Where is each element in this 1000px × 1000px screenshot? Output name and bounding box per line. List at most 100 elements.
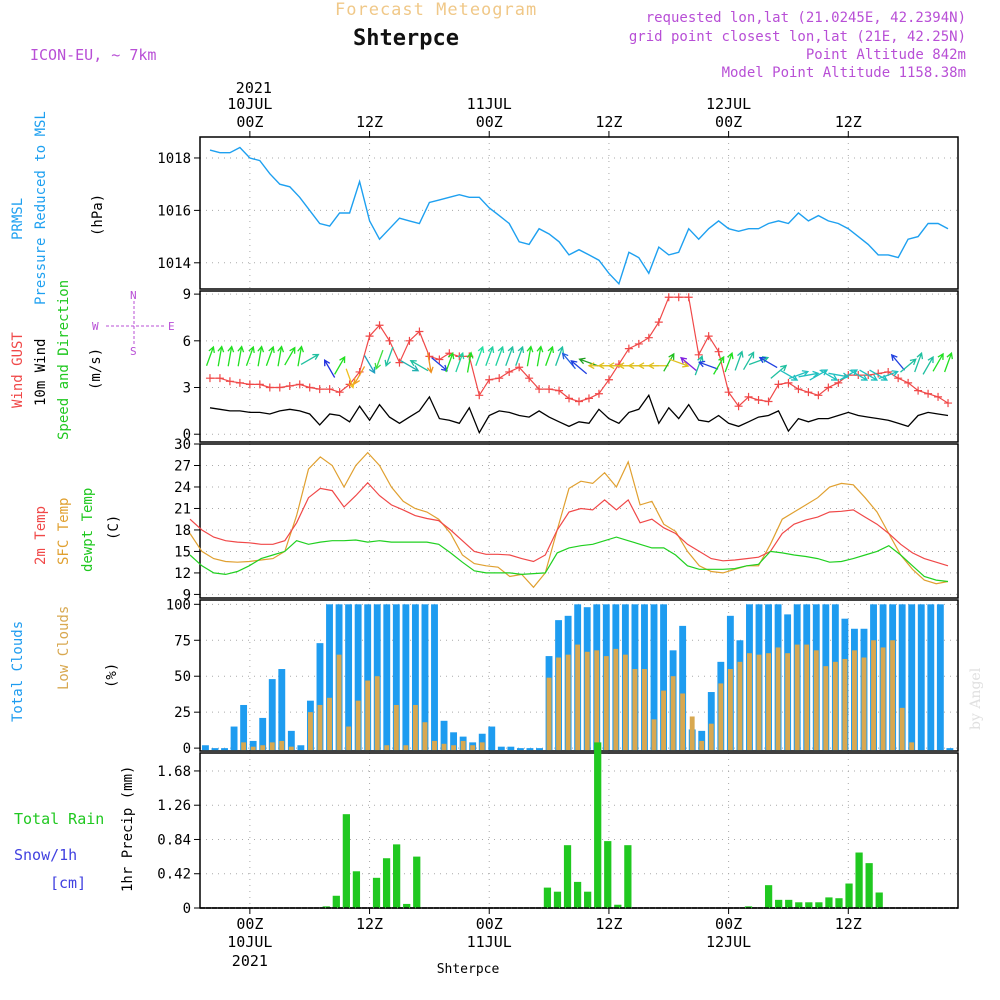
wind-direction-arrow <box>227 345 235 367</box>
low-cloud-bar <box>241 742 247 751</box>
low-cloud-bar <box>327 697 332 751</box>
low-cloud-bar <box>336 654 342 751</box>
low-cloud-bar <box>899 707 905 751</box>
gust-marker <box>375 321 384 330</box>
rain-bar <box>845 883 853 908</box>
gust-marker <box>634 339 643 348</box>
wind-direction-arrow <box>334 355 346 375</box>
low-cloud-bar <box>642 669 647 751</box>
total-cloud-bar <box>287 730 295 751</box>
total-cloud-bar <box>507 746 515 751</box>
wind-gust-line <box>210 296 949 408</box>
wind-direction-arrow <box>409 360 429 372</box>
wind-direction-arrow <box>742 351 755 371</box>
y-tick-label: 9 <box>183 587 191 603</box>
rain-bar <box>604 841 612 908</box>
y-tick-label: 0.84 <box>157 832 191 848</box>
y-tick-label: 1014 <box>157 256 191 272</box>
sfc-temp-line <box>189 451 949 589</box>
low-cloud-bar <box>747 653 752 751</box>
gust-marker <box>914 386 923 395</box>
wind-direction-arrow <box>363 355 376 374</box>
total-cloud-bar <box>707 692 715 751</box>
gust-marker <box>904 378 913 387</box>
wind-direction-arrow <box>724 351 734 373</box>
wind-direction-arrow <box>849 369 869 381</box>
gust-marker <box>644 333 653 342</box>
rain-bar <box>352 871 361 908</box>
wind-direction-arrow <box>809 369 829 381</box>
low-cloud-bar <box>699 740 705 751</box>
gust-marker <box>794 385 803 394</box>
gust-marker <box>535 385 544 394</box>
y-tick-label: 0 <box>183 901 191 917</box>
gust-marker <box>814 391 823 400</box>
wind-direction-arrow <box>353 366 366 385</box>
wind-direction-arrow <box>374 349 384 371</box>
total-cloud-bar <box>259 717 267 751</box>
total-cloud-bar <box>297 745 305 751</box>
low-cloud-bar <box>346 726 352 751</box>
low-cloud-bar <box>718 683 724 751</box>
gust-marker <box>754 395 763 404</box>
total-cloud-bar <box>526 748 534 751</box>
total-cloud-bar <box>354 604 362 751</box>
rain-bar <box>795 902 803 908</box>
bottom-station-label: Shterpce <box>437 962 500 977</box>
gust-marker <box>594 389 603 398</box>
low-cloud-bar <box>727 669 733 751</box>
gust-marker <box>604 375 613 384</box>
total-cloud-bar <box>421 604 429 751</box>
y-tick-label: 9 <box>183 287 191 303</box>
rain-bar <box>835 898 843 908</box>
low-cloud-bar <box>288 746 294 751</box>
top-hour-label: 12Z <box>356 113 383 131</box>
bottom-hour-label: 00Z <box>236 915 263 933</box>
wind-direction-arrow <box>485 345 495 367</box>
gust-marker <box>435 355 444 364</box>
low-cloud-bar <box>651 719 657 751</box>
y-tick-label: 12 <box>174 566 191 582</box>
wind-direction-arrow <box>515 345 525 367</box>
bottom-hour-label: 12Z <box>595 915 622 933</box>
low-cloud-bar <box>546 677 552 751</box>
total-cloud-bar <box>411 604 419 751</box>
low-cloud-bar <box>412 704 418 751</box>
total-cloud-bar <box>650 604 658 751</box>
gust-marker <box>944 399 953 408</box>
y-tick-label: 15 <box>174 544 191 560</box>
wind-speed-line <box>209 393 949 435</box>
y-tick-label: 0 <box>183 427 191 443</box>
wind-direction-arrow <box>922 355 934 375</box>
gust-marker <box>255 380 264 389</box>
total-cloud-bar <box>917 604 925 751</box>
gust-marker <box>365 332 374 341</box>
rain-bar <box>825 897 833 908</box>
y-tick-label: 1016 <box>157 203 191 219</box>
gust-marker <box>385 336 394 345</box>
top-year-label: 2021 <box>236 79 272 97</box>
rain-bar <box>563 845 572 908</box>
gust-marker <box>784 378 793 387</box>
low-cloud-bar <box>556 657 562 751</box>
panel-frame <box>199 599 959 752</box>
station-title: Shterpce <box>353 26 459 51</box>
gust-marker <box>684 293 693 302</box>
wind-direction-arrow <box>384 346 394 368</box>
low-cloud-bar <box>909 742 915 751</box>
top-hour-label: 12Z <box>595 113 622 131</box>
compass-w: W <box>92 320 99 333</box>
total-cloud-bar <box>345 604 353 751</box>
rain-bar <box>372 877 381 908</box>
wind-direction-arrow <box>779 369 799 381</box>
gust-marker <box>265 383 274 392</box>
wind-direction-arrow <box>669 358 690 368</box>
bottom-hour-label: 12Z <box>835 915 862 933</box>
rain-bar <box>332 895 340 908</box>
gust-marker <box>934 392 943 401</box>
low-cloud-bar <box>832 661 838 751</box>
low-cloud-bar <box>594 650 600 751</box>
low-cloud-bar <box>890 640 896 751</box>
wind-direction-arrow <box>400 360 420 372</box>
wind-direction-arrow <box>265 345 275 367</box>
